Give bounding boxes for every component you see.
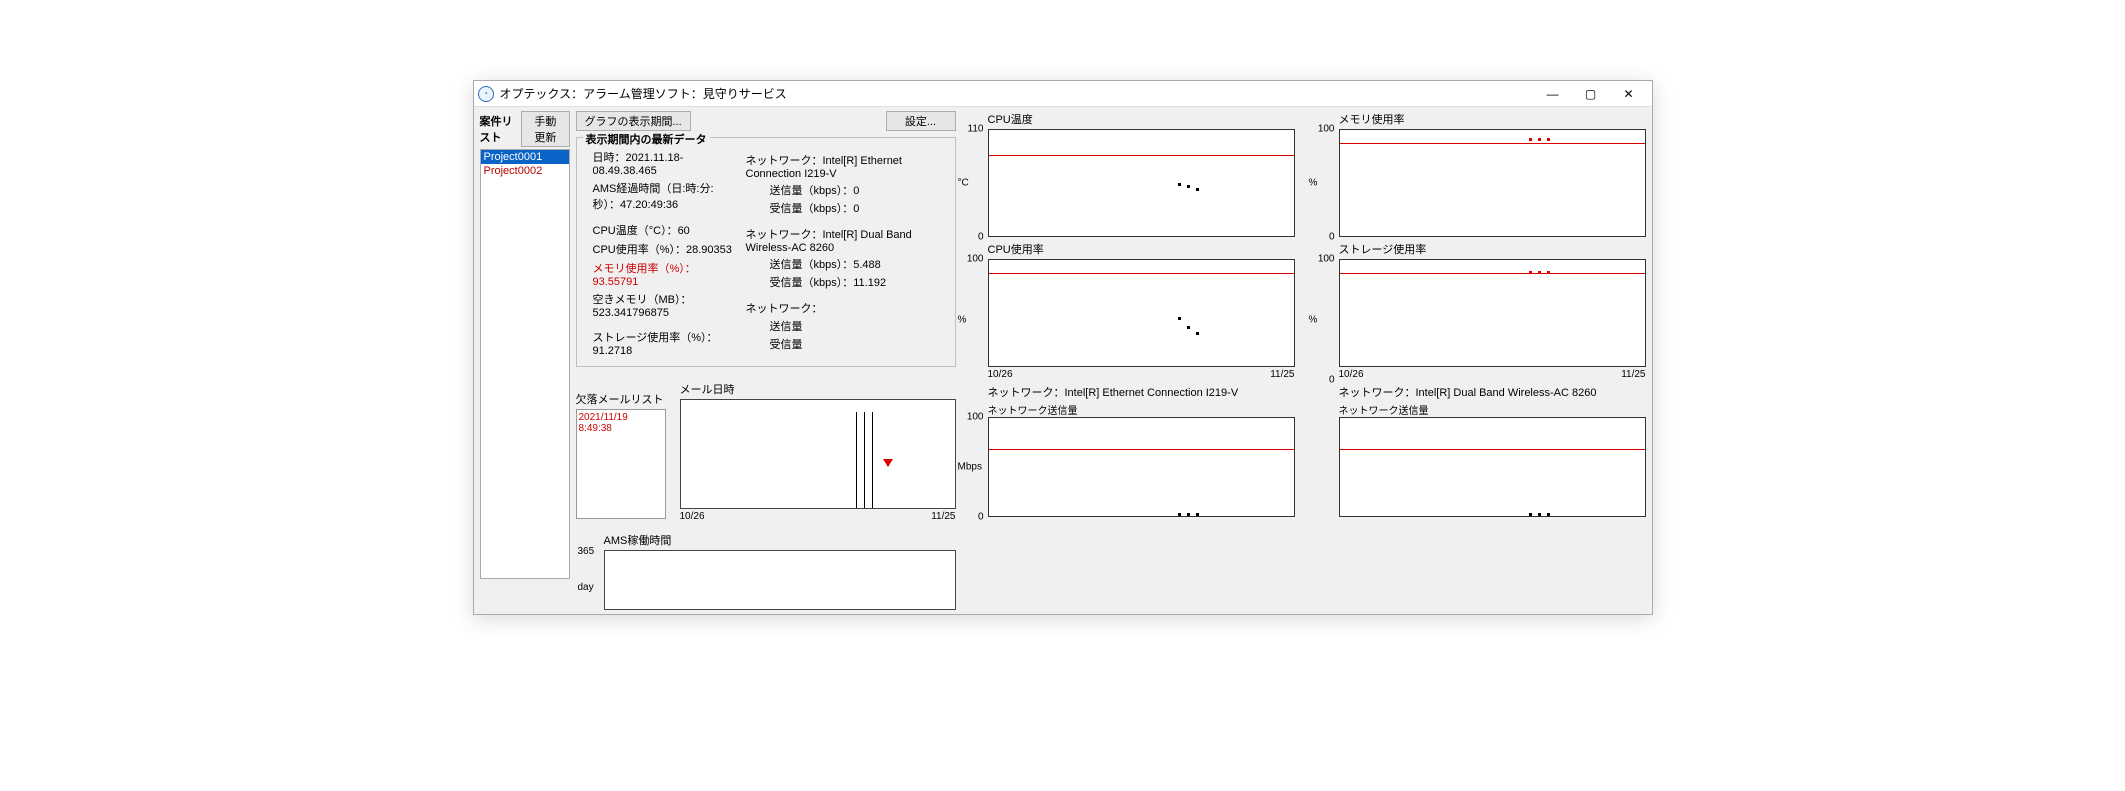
y-unit: % — [958, 314, 967, 325]
chart-box — [988, 417, 1295, 517]
y-bot: 0 — [978, 512, 984, 523]
chart-cpu-usage: CPU使用率 100 % 10/26 11/25 — [962, 241, 1295, 380]
net1-tx: 送信量（kbps）：0 — [770, 182, 947, 198]
app-icon: ◔ — [478, 86, 494, 102]
net2-header: ネットワーク：Intel[R] Dual Band Wireless-AC 82… — [746, 226, 947, 254]
chart-net2-tx: ネットワーク：Intel[R] Dual Band Wireless-AC 82… — [1313, 384, 1646, 517]
missing-mail-panel: 欠落メールリスト 2021/11/19 8:49:38 — [576, 385, 666, 519]
chart-storage-usage: ストレージ使用率 100 0 % 10/26 11/25 — [1313, 241, 1646, 380]
missing-mail-list[interactable]: 2021/11/19 8:49:38 — [576, 409, 666, 519]
y-unit: % — [1309, 314, 1318, 325]
y-top: 100 — [1318, 124, 1335, 135]
maximize-button[interactable]: ▢ — [1572, 82, 1610, 106]
minimize-button[interactable]: — — [1534, 82, 1572, 106]
mail-chart-xto: 11/25 — [931, 511, 955, 522]
chart-box — [988, 129, 1295, 237]
chart-title: ネットワーク：Intel[R] Ethernet Connection I219… — [988, 384, 1295, 400]
y-unit: Mbps — [958, 462, 982, 473]
cpu-temp-value: CPU温度（°C）：60 — [593, 222, 740, 238]
net3-header: ネットワーク： — [746, 300, 947, 316]
chart-box — [1339, 417, 1646, 517]
x-from: 10/26 — [988, 369, 1013, 380]
chart-title: ネットワーク：Intel[R] Dual Band Wireless-AC 82… — [1339, 384, 1646, 400]
ams-elapsed-value: AMS経過時間（日:時:分:秒）：47.20:49:36 — [593, 180, 740, 212]
chart-net1-tx: ネットワーク：Intel[R] Ethernet Connection I219… — [962, 384, 1295, 517]
ams-chart-title: AMS稼働時間 — [604, 532, 956, 548]
chart-mem-usage: メモリ使用率 100 0 % — [1313, 111, 1646, 237]
chart-title: CPU使用率 — [988, 241, 1295, 257]
app-window: ◔ オプテックス：アラーム管理ソフト：見守りサービス — ▢ ✕ 案件リスト 手… — [473, 80, 1653, 615]
y-top: 100 — [967, 254, 984, 265]
chart-box — [1339, 259, 1646, 367]
net3-tx: 送信量 — [770, 318, 947, 334]
ams-y-top: 365 — [578, 546, 595, 557]
project-item[interactable]: Project0002 — [481, 164, 569, 178]
content-area: 案件リスト 手動更新 Project0001 Project0002 グラフの表… — [474, 107, 1652, 614]
sidebar: 案件リスト 手動更新 Project0001 Project0002 — [480, 111, 570, 610]
missing-mail-item: 2021/11/19 8:49:38 — [579, 412, 628, 434]
window-controls: — ▢ ✕ — [1534, 82, 1648, 106]
y-top: 110 — [968, 124, 984, 135]
settings-button[interactable]: 設定... — [886, 111, 956, 131]
graph-period-button[interactable]: グラフの表示期間... — [576, 111, 691, 131]
datetime-value: 日時：2021.11.18-08.49.38.465 — [593, 149, 740, 177]
window-title: オプテックス：アラーム管理ソフト：見守りサービス — [500, 85, 1534, 102]
net3-rx: 受信量 — [770, 336, 947, 352]
y-bot: 0 — [978, 232, 984, 243]
net2-rx: 受信量（kbps）：11.192 — [770, 274, 947, 290]
ams-uptime-panel: AMS稼働時間 365 day — [576, 532, 956, 610]
y-top: 100 — [1318, 254, 1335, 265]
net2-tx: 送信量（kbps）：5.488 — [770, 256, 947, 272]
chart-subtitle: ネットワーク送信量 — [988, 402, 1295, 417]
y-top: 100 — [967, 412, 984, 423]
chart-box — [988, 259, 1295, 367]
details-column: グラフの表示期間... 設定... 表示期間内の最新データ 日時：2021.11… — [576, 111, 956, 610]
missing-mail-title: 欠落メールリスト — [576, 391, 666, 407]
storage-usage-value: ストレージ使用率（%）：91.2718 — [593, 329, 740, 357]
chart-subtitle: ネットワーク送信量 — [1339, 402, 1646, 417]
chart-title: CPU温度 — [988, 111, 1295, 127]
chart-cpu-temp: CPU温度 110 0 °C — [962, 111, 1295, 237]
ams-y-unit: day — [578, 582, 594, 593]
y-unit: % — [1309, 178, 1318, 189]
chart-box — [1339, 129, 1646, 237]
project-list-header: 案件リスト — [480, 113, 518, 145]
mail-chart-xfrom: 10/26 — [680, 511, 705, 522]
close-button[interactable]: ✕ — [1610, 82, 1648, 106]
y-bot: 0 — [1329, 232, 1335, 243]
charts-column: CPU温度 110 0 °C メモリ使用率 100 — [962, 111, 1646, 610]
mem-usage-value: メモリ使用率（%）：93.55791 — [593, 260, 740, 288]
x-from: 10/26 — [1339, 369, 1364, 380]
manual-refresh-button[interactable]: 手動更新 — [521, 111, 569, 147]
titlebar: ◔ オプテックス：アラーム管理ソフト：見守りサービス — ▢ ✕ — [474, 81, 1652, 107]
chart-title: ストレージ使用率 — [1339, 241, 1646, 257]
latest-data-group: 表示期間内の最新データ 日時：2021.11.18-08.49.38.465 A… — [576, 137, 956, 367]
project-list[interactable]: Project0001 Project0002 — [480, 149, 570, 579]
ams-uptime-chart — [604, 550, 956, 610]
x-to: 11/25 — [1621, 369, 1645, 380]
y-bot: 0 — [1329, 375, 1335, 386]
x-to: 11/25 — [1270, 369, 1294, 380]
latest-data-title: 表示期間内の最新データ — [583, 131, 710, 147]
project-item[interactable]: Project0001 — [481, 150, 569, 164]
net1-header: ネットワーク：Intel[R] Ethernet Connection I219… — [746, 152, 947, 180]
free-mem-value: 空きメモリ（MB）：523.341796875 — [593, 291, 740, 319]
mail-datetime-chart — [680, 399, 956, 509]
net1-rx: 受信量（kbps）：0 — [770, 200, 947, 216]
mail-chart-title: メール日時 — [680, 381, 956, 397]
y-unit: °C — [958, 178, 969, 189]
cpu-usage-value: CPU使用率（%）：28.90353 — [593, 241, 740, 257]
chart-title: メモリ使用率 — [1339, 111, 1646, 127]
